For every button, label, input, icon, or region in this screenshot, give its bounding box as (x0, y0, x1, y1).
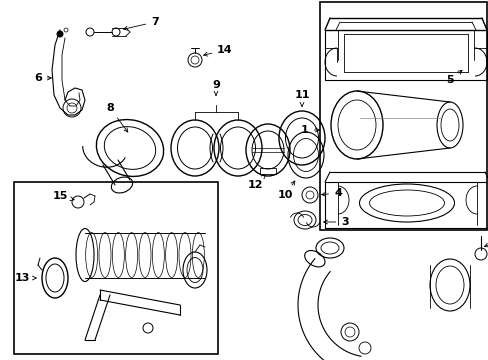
Text: 2: 2 (484, 235, 488, 247)
Text: 6: 6 (34, 73, 51, 83)
Text: 5: 5 (445, 70, 461, 85)
Text: 4: 4 (321, 188, 341, 198)
Text: 10: 10 (277, 181, 294, 200)
Bar (14, 182, 218, 354)
Text: 15: 15 (52, 191, 74, 201)
Text: 3: 3 (323, 217, 348, 227)
Text: 9: 9 (212, 80, 220, 96)
Text: 7: 7 (123, 17, 159, 30)
Bar (319, 2, 486, 230)
Text: 11: 11 (294, 90, 309, 106)
Circle shape (57, 31, 63, 37)
Bar (260, 168, 275, 174)
Text: 14: 14 (203, 45, 232, 56)
Text: 13: 13 (14, 273, 36, 283)
Text: 12: 12 (247, 175, 265, 190)
Text: 8: 8 (106, 103, 127, 132)
Text: 1: 1 (301, 125, 319, 135)
